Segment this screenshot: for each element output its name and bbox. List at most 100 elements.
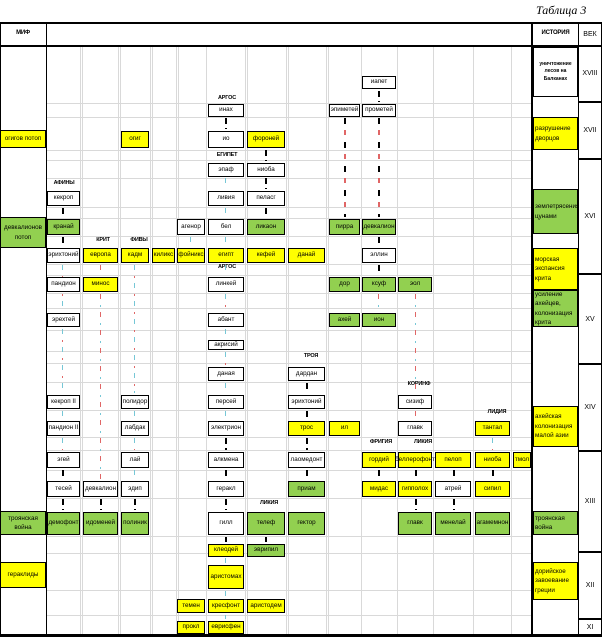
person-box: тмол	[513, 452, 531, 468]
lineage-connector	[344, 118, 346, 217]
lineage-connector	[306, 383, 308, 393]
header-century: ВЕК	[583, 30, 597, 38]
history-event: уничтожение лесов на Балканах	[533, 47, 578, 97]
person-box: агамемнон	[475, 512, 510, 535]
century-divider	[578, 22, 579, 636]
person-box: абант	[208, 313, 244, 327]
person-box: кефей	[247, 248, 285, 263]
person-box: ниоба	[475, 452, 510, 468]
person-box: даная	[208, 367, 244, 381]
grid-line	[361, 46, 362, 636]
history-event: разрушение дворцов	[533, 117, 578, 150]
grid-line	[47, 410, 532, 411]
century-cell: XVII	[579, 103, 601, 160]
region-label: ЕГИПЕТ	[216, 152, 238, 158]
region-label: ТРОЯ	[303, 353, 319, 359]
grid-line	[47, 236, 532, 237]
person-box: кадм	[121, 248, 149, 263]
lineage-connector	[225, 438, 227, 450]
person-box: гордий	[362, 452, 396, 468]
person-box: лай	[121, 452, 149, 468]
region-label: КОРИНФ	[407, 381, 431, 387]
region-label: ФИВЫ	[130, 237, 148, 243]
person-box: кранай	[47, 219, 80, 235]
myth-event: троянская война	[0, 511, 46, 535]
grid-line	[150, 46, 151, 636]
grid-line	[245, 46, 246, 636]
grid-line	[47, 553, 532, 554]
lineage-connector	[415, 294, 416, 393]
person-box: эрихтоний	[47, 248, 80, 263]
person-box: ио	[208, 131, 244, 148]
person-box: киликс	[152, 248, 175, 263]
lineage-connector	[100, 499, 102, 510]
person-box: ил	[329, 421, 360, 436]
person-box: европа	[83, 248, 118, 263]
lineage-connector	[415, 470, 417, 479]
person-box: ион	[362, 313, 396, 327]
grid-line	[397, 46, 398, 636]
person-box: дор	[329, 277, 360, 292]
grid-line	[82, 46, 83, 636]
person-box: алкмена	[208, 452, 244, 468]
lineage-connector	[225, 470, 227, 479]
lineage-connector	[62, 470, 64, 479]
lineage-connector	[225, 615, 226, 619]
person-box: прометей	[362, 104, 396, 117]
person-box: идоменей	[83, 512, 118, 535]
grid-line	[47, 536, 532, 537]
lineage-connector	[265, 537, 267, 542]
person-box: эллин	[362, 248, 396, 263]
person-box: гипполох	[398, 481, 432, 497]
person-box: телеф	[247, 512, 285, 535]
grid-line	[47, 437, 532, 438]
history-event: ахейская колонизация малой азии	[533, 406, 578, 447]
lineage-connector	[225, 237, 226, 246]
person-box: еврисфен	[208, 621, 244, 634]
lineage-connector	[62, 499, 64, 510]
person-box: полиник	[121, 512, 149, 535]
grid-line	[286, 46, 287, 636]
region-label: ЛИКИЯ	[413, 439, 433, 445]
grid-line	[47, 218, 532, 219]
lineage-connector	[415, 499, 417, 510]
person-box: инах	[208, 104, 244, 117]
grid-line	[47, 103, 532, 104]
lineage-connector	[265, 150, 267, 161]
person-box: ахей	[329, 313, 360, 327]
lineage-connector	[62, 208, 64, 217]
grid-line	[328, 46, 329, 636]
person-box: гектор	[288, 512, 325, 535]
lineage-connector	[378, 237, 380, 246]
person-box: эпиметей	[329, 104, 360, 117]
person-box: пеласг	[247, 191, 285, 206]
lineage-connector	[225, 537, 227, 542]
person-box: эдип	[121, 481, 149, 497]
frame-bottom	[0, 634, 602, 637]
lineage-connector	[62, 237, 64, 246]
lineage-connector	[100, 294, 101, 479]
person-box: геракл	[208, 481, 244, 497]
grid-line	[120, 46, 121, 636]
person-box: эпаф	[208, 163, 244, 177]
person-box: ликаон	[247, 219, 285, 235]
person-box: пандион	[47, 277, 80, 292]
person-box: кекроп	[47, 191, 80, 206]
person-box: темен	[177, 599, 205, 613]
grid-line	[247, 46, 248, 636]
grid-line	[152, 46, 153, 636]
person-box: прокл	[177, 621, 205, 634]
lineage-connector	[306, 470, 308, 479]
grid-line	[47, 207, 532, 208]
grid-line	[326, 46, 327, 636]
lineage-connector	[225, 294, 226, 311]
person-box: огиг	[121, 131, 149, 148]
person-box: кресфонт	[208, 599, 244, 613]
person-box: эол	[398, 277, 432, 292]
table-caption: Таблица 3	[536, 3, 587, 17]
person-box: акрисий	[208, 340, 244, 350]
person-box: бел	[208, 219, 244, 235]
history-event: троянская война	[533, 511, 578, 535]
grid-line	[206, 46, 207, 636]
lineage-connector	[453, 499, 455, 510]
